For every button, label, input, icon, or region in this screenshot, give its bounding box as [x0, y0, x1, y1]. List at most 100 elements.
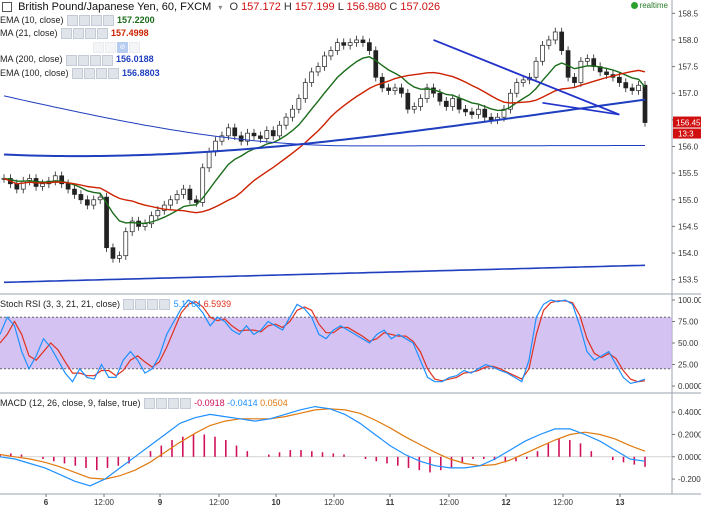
more-icon[interactable] — [96, 28, 108, 40]
settings-icon[interactable] — [135, 299, 147, 311]
candle-body — [117, 255, 122, 259]
candle-body — [72, 188, 77, 195]
countdown-label: 13:3 — [678, 130, 694, 139]
close-icon[interactable] — [90, 15, 102, 27]
candle-body — [482, 108, 488, 118]
ema10-label: EMA (10, close) — [0, 15, 64, 25]
realtime-label: realtime — [639, 1, 668, 10]
eye-icon[interactable] — [71, 67, 83, 79]
more-icon[interactable] — [129, 41, 140, 53]
countdown-badge — [673, 128, 701, 139]
candle-body — [245, 132, 250, 142]
macd-tick-label: -0.2000 — [678, 475, 701, 484]
ema100-label: EMA (100, close) — [0, 67, 69, 78]
candle-body — [78, 194, 84, 201]
candle-body — [296, 98, 302, 110]
close-icon[interactable] — [95, 67, 107, 79]
stoch-buttons[interactable] — [123, 298, 171, 311]
candle-body — [520, 79, 526, 83]
settings-icon[interactable] — [77, 54, 89, 66]
eye-icon[interactable] — [123, 299, 135, 311]
settings-icon[interactable] — [155, 398, 167, 410]
ema10-line — [3, 56, 646, 224]
dropdown-icon[interactable]: ▾ — [218, 3, 223, 12]
stoch-tick-label: 25.00 — [678, 361, 699, 370]
ma21-buttons[interactable] — [60, 27, 109, 40]
more-icon[interactable] — [102, 15, 114, 27]
more-icon[interactable] — [159, 299, 171, 311]
macd-line-value: -0.0414 — [227, 398, 258, 408]
time-tick-label: 6 — [44, 498, 49, 507]
stoch-tick-label: 75.00 — [678, 318, 699, 327]
close-icon[interactable] — [147, 299, 159, 311]
price-tick-label: 154.0 — [678, 249, 699, 258]
hide-icon[interactable]: ⊘ — [117, 41, 128, 53]
close-icon[interactable] — [89, 54, 101, 66]
stoch-d-value: 6.5939 — [203, 299, 232, 309]
price-tick-label: 153.5 — [678, 276, 699, 285]
candle-body — [469, 111, 475, 115]
close-value: 157.026 — [400, 1, 441, 13]
price-tick-label: 158.5 — [678, 9, 699, 18]
time-tick-label: 12 — [502, 498, 511, 507]
candle-body — [322, 55, 327, 67]
last-price-badge — [673, 116, 701, 128]
price-tick-label: 155.0 — [678, 196, 699, 205]
stoch-legend: Stoch RSI (3, 3, 21, 21, close) 5.1764 6… — [0, 298, 231, 311]
more-icon[interactable] — [179, 398, 191, 410]
legend-ema100[interactable]: EMA (100, close) 156.8803 — [0, 67, 160, 80]
o-label: O — [229, 1, 238, 13]
price-tick-label: 154.5 — [678, 222, 699, 231]
indicator-legend: EMA (10, close) 157.2200 MA (21, close) … — [0, 14, 160, 80]
candle-body — [508, 92, 513, 110]
close-icon[interactable] — [167, 398, 179, 410]
long-ma-line — [3, 264, 646, 284]
candle-body — [360, 39, 366, 43]
candle-body — [514, 82, 520, 94]
ema100-buttons[interactable] — [71, 67, 120, 80]
candle-body — [533, 60, 539, 78]
ma200-buttons[interactable] — [65, 54, 114, 67]
open-value: 157.172 — [241, 1, 281, 13]
close-icon[interactable] — [84, 28, 96, 40]
candle-body — [456, 98, 462, 110]
candle-body — [623, 82, 629, 89]
stoch-k-value: 5.1764 — [173, 299, 202, 309]
ema10-buttons[interactable] — [66, 14, 115, 27]
hidden-ma-buttons[interactable]: ⊘ — [93, 40, 141, 53]
candle-body — [187, 188, 193, 201]
candle-body — [399, 87, 404, 94]
candle-body — [367, 42, 372, 51]
eye-icon[interactable] — [66, 15, 78, 27]
legend-ma21[interactable]: MA (21, close) 157.4998 — [0, 27, 160, 40]
eye-icon[interactable] — [65, 54, 77, 66]
candle-body — [258, 135, 263, 139]
collapse-icon[interactable] — [2, 2, 12, 13]
trendline-2 — [542, 102, 620, 116]
settings-icon[interactable] — [83, 67, 95, 79]
candle-body — [604, 71, 609, 75]
legend-hidden-ma[interactable]: ⊘ — [0, 40, 160, 53]
more-icon[interactable] — [101, 54, 113, 66]
time-tick-label: 11 — [386, 498, 395, 507]
candle-body — [174, 194, 180, 201]
more-icon[interactable] — [107, 67, 119, 79]
chart-header: British Pound/Japanese Yen, 60, FXCM ▾ O… — [0, 0, 440, 15]
eye-icon[interactable] — [60, 28, 72, 40]
macd-buttons[interactable] — [143, 397, 192, 410]
ma21-label: MA (21, close) — [0, 28, 58, 39]
candle-body — [636, 84, 641, 91]
candle-body — [565, 50, 571, 78]
eye-icon[interactable] — [93, 41, 104, 53]
legend-ema10[interactable]: EMA (10, close) 157.2200 — [0, 14, 160, 27]
settings-icon[interactable] — [78, 15, 90, 27]
candle-body — [411, 106, 417, 110]
settings-icon[interactable] — [105, 41, 116, 53]
settings-icon[interactable] — [72, 28, 84, 40]
eye-icon[interactable] — [143, 398, 155, 410]
legend-ma200[interactable]: MA (200, close) 156.0188 — [0, 53, 160, 66]
ma200-value: 156.0188 — [116, 54, 154, 65]
candle-body — [149, 215, 154, 225]
c-label: C — [389, 1, 398, 13]
candle-body — [617, 76, 622, 83]
